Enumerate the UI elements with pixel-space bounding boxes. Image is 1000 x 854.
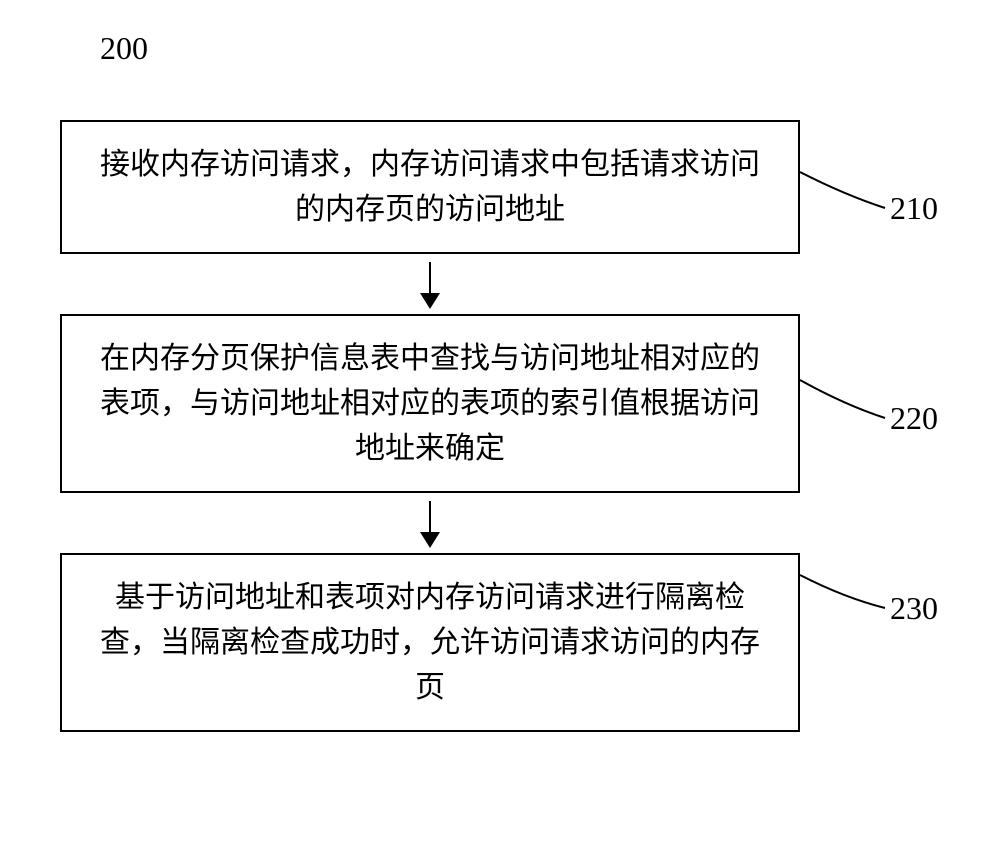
step-label-210: 210 (890, 190, 938, 227)
step-box-220: 在内存分页保护信息表中查找与访问地址相对应的表项，与访问地址相对应的表项的索引值… (60, 314, 800, 493)
step-text-210: 接收内存访问请求，内存访问请求中包括请求访问的内存页的访问地址 (100, 148, 760, 226)
arrow-2 (60, 493, 800, 553)
step-text-230: 基于访问地址和表项对内存访问请求进行隔离检查，当隔离检查成功时，允许访问请求访问… (100, 581, 760, 704)
step-text-220: 在内存分页保护信息表中查找与访问地址相对应的表项，与访问地址相对应的表项的索引值… (100, 342, 760, 465)
arrow-1 (60, 254, 800, 314)
step-box-210: 接收内存访问请求，内存访问请求中包括请求访问的内存页的访问地址 (60, 120, 800, 254)
figure-number: 200 (100, 30, 148, 67)
step-label-230: 230 (890, 590, 938, 627)
step-box-230: 基于访问地址和表项对内存访问请求进行隔离检查，当隔离检查成功时，允许访问请求访问… (60, 553, 800, 732)
step-label-220: 220 (890, 400, 938, 437)
flowchart: 接收内存访问请求，内存访问请求中包括请求访问的内存页的访问地址 在内存分页保护信… (60, 120, 940, 732)
